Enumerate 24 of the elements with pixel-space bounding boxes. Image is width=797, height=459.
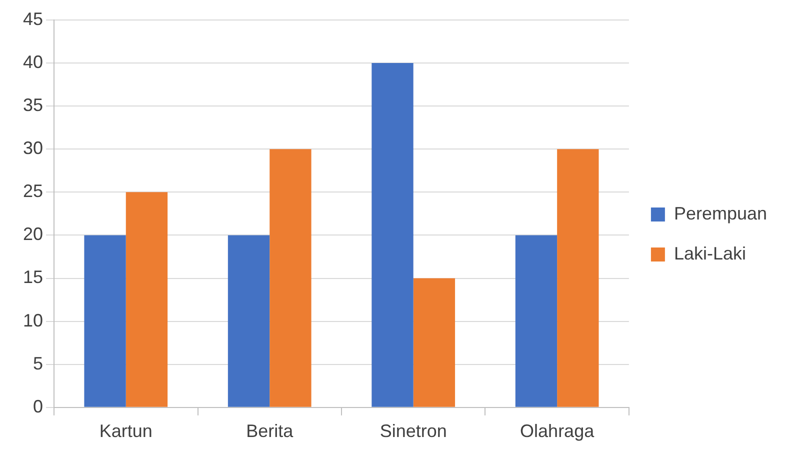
bar <box>84 235 126 407</box>
bar <box>372 63 414 407</box>
y-tick-label: 45 <box>22 8 44 29</box>
bar <box>228 235 270 407</box>
bar <box>413 278 456 407</box>
y-tick-label: 40 <box>22 52 44 72</box>
legend-label: Perempuan <box>674 203 768 224</box>
bar <box>515 235 558 407</box>
y-tick-label: 30 <box>22 138 44 158</box>
y-tick-label: 0 <box>33 396 44 416</box>
y-tick-label: 20 <box>22 224 44 244</box>
bar <box>557 149 599 407</box>
x-tick-label: Berita <box>246 421 294 442</box>
x-tick-label: Olahraga <box>520 421 596 442</box>
y-tick-label: 10 <box>22 310 44 330</box>
y-tick-label: 35 <box>22 95 44 116</box>
y-tick-label: 25 <box>22 181 44 202</box>
legend-label: Laki-Laki <box>674 243 746 264</box>
bar <box>270 149 312 407</box>
x-tick-label: Sinetron <box>380 421 447 442</box>
bar <box>126 192 168 407</box>
y-tick-label: 5 <box>33 353 44 374</box>
x-tick-label: Kartun <box>99 421 152 442</box>
y-tick-label: 15 <box>22 267 44 288</box>
